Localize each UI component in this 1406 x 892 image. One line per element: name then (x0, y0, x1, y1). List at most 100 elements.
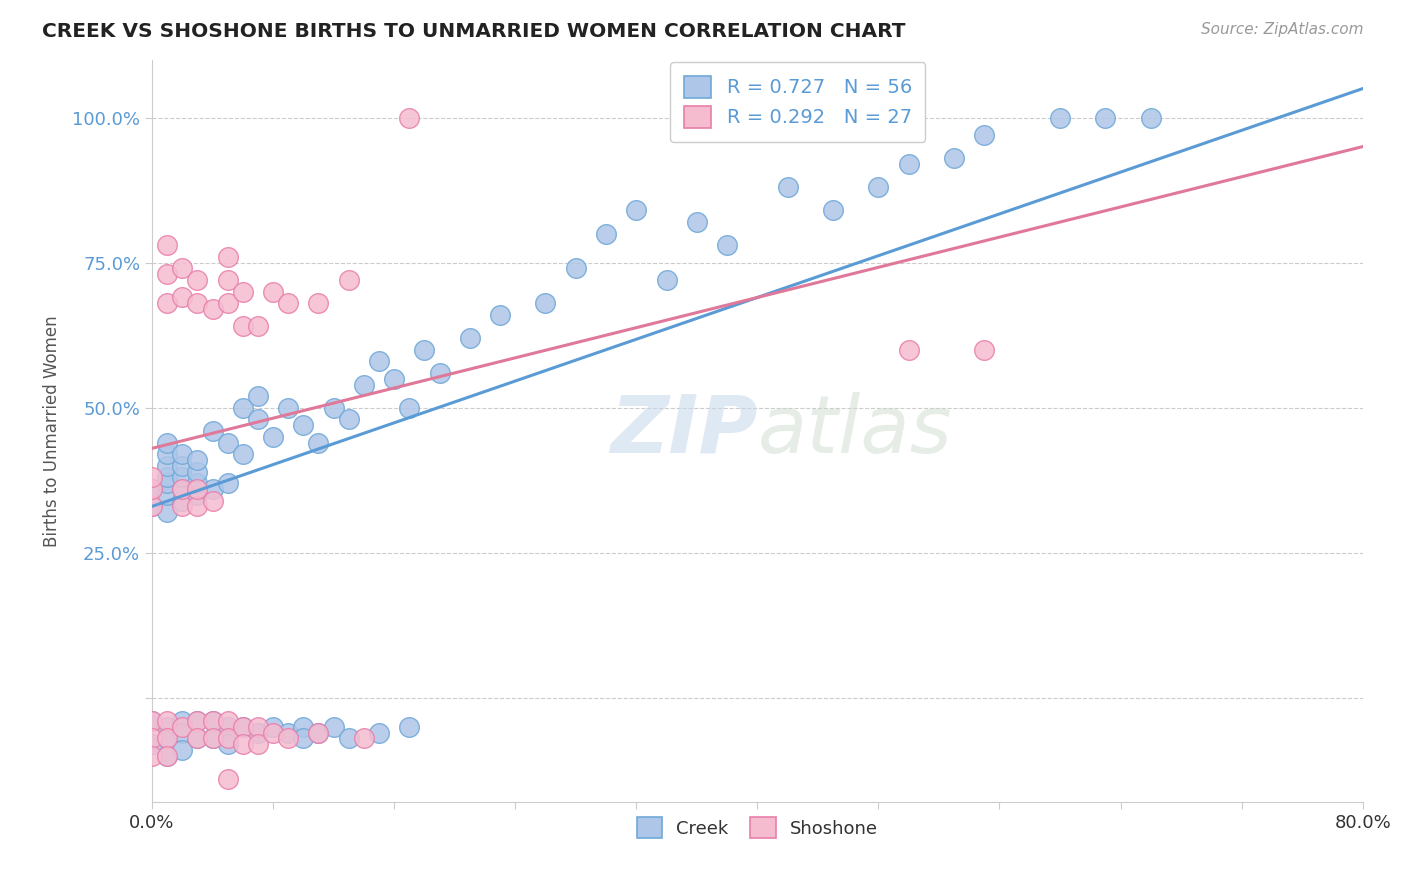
Point (186, 714, 208, 728)
Point (217, 273, 239, 287)
Point (413, 343, 436, 357)
Point (156, 267, 179, 281)
Point (232, 319, 254, 334)
Point (217, 435, 239, 450)
Point (398, 111, 420, 125)
Point (217, 720, 239, 734)
Point (186, 488, 208, 502)
Text: Source: ZipAtlas.com: Source: ZipAtlas.com (1201, 22, 1364, 37)
Point (186, 731, 208, 746)
Point (246, 737, 269, 751)
Point (172, 500, 194, 514)
Point (172, 482, 194, 496)
Point (172, 482, 194, 496)
Point (246, 412, 269, 426)
Point (201, 731, 224, 746)
Point (156, 476, 179, 491)
Point (398, 401, 420, 415)
Point (897, 343, 920, 357)
Point (172, 725, 194, 739)
Point (292, 720, 315, 734)
Point (277, 401, 299, 415)
Point (398, 720, 420, 734)
Point (201, 731, 224, 746)
Point (897, 157, 920, 171)
Point (246, 319, 269, 334)
Point (217, 737, 239, 751)
Point (534, 296, 557, 310)
Point (156, 435, 179, 450)
Point (141, 737, 163, 751)
Point (172, 493, 194, 508)
Point (186, 273, 208, 287)
Legend: Creek, Shoshone: Creek, Shoshone (630, 810, 886, 846)
Point (489, 308, 512, 322)
Point (1139, 111, 1161, 125)
Point (337, 273, 360, 287)
Point (172, 470, 194, 484)
Point (156, 488, 179, 502)
Point (655, 273, 678, 287)
Text: CREEK VS SHOSHONE BIRTHS TO UNMARRIED WOMEN CORRELATION CHART: CREEK VS SHOSHONE BIRTHS TO UNMARRIED WO… (42, 22, 905, 41)
Text: atlas: atlas (758, 392, 952, 470)
Point (821, 203, 844, 218)
Point (141, 482, 163, 496)
Point (868, 180, 890, 194)
Point (1094, 111, 1116, 125)
Point (262, 720, 284, 734)
Point (308, 435, 330, 450)
Point (201, 714, 224, 728)
Point (172, 291, 194, 305)
Point (353, 377, 375, 392)
Point (322, 720, 344, 734)
Point (292, 731, 315, 746)
Point (217, 296, 239, 310)
Point (277, 731, 299, 746)
Point (186, 714, 208, 728)
Point (429, 366, 451, 380)
Point (201, 714, 224, 728)
Y-axis label: Births to Unmarried Women: Births to Unmarried Women (44, 315, 60, 547)
Point (262, 430, 284, 444)
Point (141, 748, 163, 763)
Point (368, 354, 391, 368)
Point (156, 748, 179, 763)
Point (277, 725, 299, 739)
Point (322, 401, 344, 415)
Point (141, 500, 163, 514)
Point (201, 493, 224, 508)
Point (156, 296, 179, 310)
Point (156, 458, 179, 473)
Point (156, 714, 179, 728)
Point (172, 458, 194, 473)
Point (217, 250, 239, 264)
Point (277, 296, 299, 310)
Point (626, 203, 648, 218)
Point (217, 772, 239, 786)
Point (292, 418, 315, 433)
Point (217, 714, 239, 728)
Point (141, 714, 163, 728)
Point (156, 731, 179, 746)
Point (232, 720, 254, 734)
Point (246, 725, 269, 739)
Point (382, 372, 405, 386)
Point (308, 725, 330, 739)
Point (156, 720, 179, 734)
Point (232, 447, 254, 461)
Point (217, 731, 239, 746)
Point (201, 424, 224, 438)
Point (232, 737, 254, 751)
Point (186, 453, 208, 467)
Point (156, 748, 179, 763)
Point (458, 331, 481, 345)
Point (201, 302, 224, 317)
Point (973, 343, 995, 357)
Point (186, 476, 208, 491)
Point (172, 261, 194, 276)
Point (564, 261, 586, 276)
Point (308, 725, 330, 739)
Point (337, 731, 360, 746)
Point (141, 470, 163, 484)
Point (141, 500, 163, 514)
